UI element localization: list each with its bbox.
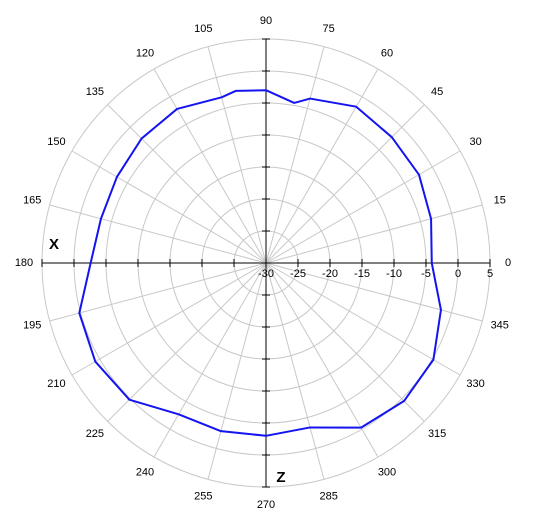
- angle-tick-label: 75: [323, 23, 335, 35]
- pattern-line: [78, 89, 442, 437]
- angle-grid-line: [265, 262, 425, 422]
- radial-tick-label: -20: [322, 268, 338, 280]
- angle-tick-label: 30: [469, 136, 481, 148]
- angle-tick-label: 330: [466, 378, 484, 390]
- angle-grid-line: [265, 204, 483, 264]
- annotation: X: [49, 236, 59, 253]
- angle-tick-label: 210: [47, 378, 65, 390]
- angle-tick-label: 255: [194, 491, 212, 503]
- angle-grid-line: [207, 262, 267, 480]
- angle-tick-label: 45: [431, 86, 443, 98]
- angle-grid-line: [107, 262, 267, 422]
- angle-grid-line: [71, 150, 267, 264]
- angle-tick-label: 90: [260, 15, 272, 27]
- angle-tick-label: 315: [428, 428, 446, 440]
- angle-tick-label: 240: [136, 466, 154, 478]
- angle-grid-line: [265, 262, 483, 322]
- radial-tick-label: -5: [421, 268, 431, 280]
- angle-grid-line: [265, 262, 325, 480]
- angle-grid-line: [265, 68, 379, 264]
- angle-tick-label: 165: [23, 194, 41, 206]
- radial-tick-label: 5: [487, 268, 493, 280]
- angle-tick-label: 300: [378, 466, 396, 478]
- angle-tick-label: 15: [494, 194, 506, 206]
- angle-tick-label: 60: [381, 47, 393, 59]
- angle-tick-label: 180: [15, 257, 33, 269]
- angle-grid-line: [153, 68, 267, 264]
- angle-grid-line: [265, 150, 461, 264]
- angle-grid-line: [265, 262, 461, 376]
- angle-grid-line: [153, 262, 267, 458]
- angle-tick-label: 105: [194, 23, 212, 35]
- angle-tick-label: 150: [47, 136, 65, 148]
- angle-tick-label: 345: [491, 320, 509, 332]
- angle-grid-line: [49, 262, 267, 322]
- angle-tick-label: 135: [86, 86, 104, 98]
- angle-grid-line: [207, 46, 267, 264]
- angle-grid-line: [265, 104, 425, 264]
- angle-grid-line: [107, 104, 267, 264]
- angle-tick-label: 0: [505, 257, 511, 269]
- angle-tick-label: 270: [257, 499, 275, 511]
- angle-tick-label: 225: [86, 428, 104, 440]
- angle-grid-line: [265, 262, 379, 458]
- angle-grid-line: [71, 262, 267, 376]
- angle-tick-label: 195: [23, 320, 41, 332]
- angle-tick-label: 120: [136, 47, 154, 59]
- radial-tick-label: -15: [354, 268, 370, 280]
- radial-tick-label: -30: [258, 268, 274, 280]
- annotation: Z: [276, 469, 285, 486]
- radial-tick-label: 0: [455, 268, 461, 280]
- radial-tick-label: -10: [386, 268, 402, 280]
- angle-tick-label: 285: [319, 491, 337, 503]
- angle-grid-line: [49, 204, 267, 264]
- angle-grid-line: [265, 46, 325, 264]
- radial-tick-label: -25: [290, 268, 306, 280]
